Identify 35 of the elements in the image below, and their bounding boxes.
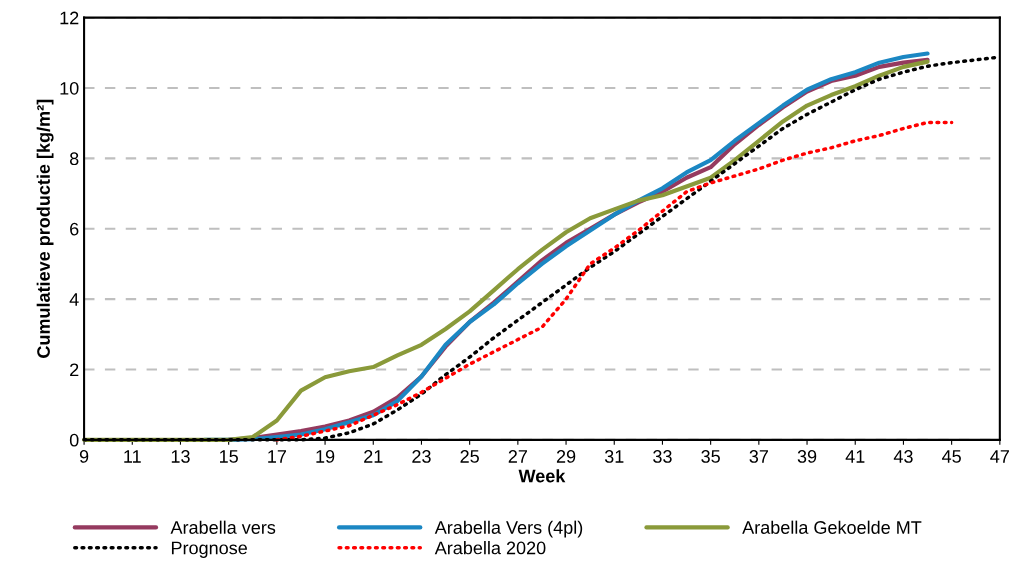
x-axis-title: Week (518, 469, 566, 483)
x-tick-label: 41 (845, 450, 865, 463)
y-tick-label: 6 (70, 222, 79, 236)
x-tick-label: 19 (316, 450, 335, 463)
x-tick-label: 35 (701, 450, 720, 463)
x-tick-label: 23 (412, 450, 431, 463)
x-tick-label: 11 (124, 450, 141, 463)
legend-label: Prognose (171, 541, 247, 558)
y-tick-label: 8 (69, 152, 79, 166)
legend-label: Arabella 2020 (434, 541, 546, 555)
x-tick-label: 9 (79, 450, 89, 463)
x-tick-label: 27 (508, 450, 527, 463)
x-tick-label: 17 (268, 450, 286, 463)
y-tick-label: 2 (70, 363, 79, 377)
y-axis-title: Cumulatieve productie [kg/m²] (36, 99, 54, 358)
x-tick-label: 21 (364, 450, 383, 463)
x-tick-label: 29 (556, 450, 576, 463)
x-tick-label: 13 (171, 450, 190, 463)
x-tick-label: 15 (220, 450, 238, 463)
x-tick-label: 47 (990, 450, 1009, 463)
x-tick-label: 25 (460, 450, 479, 463)
x-tick-label: 39 (797, 450, 817, 463)
x-tick-label: 43 (893, 450, 913, 463)
line-series (275, 120, 954, 442)
x-tick-label: 33 (653, 450, 672, 463)
x-tick-label: 37 (749, 450, 768, 463)
y-tick-label: 0 (69, 433, 79, 447)
y-tick-label: 4 (69, 293, 79, 306)
x-tick-label: 31 (604, 450, 624, 463)
y-tick-label: 12 (60, 11, 79, 25)
legend-label: Arabella Gekoelde MT (742, 520, 922, 534)
y-tick-label: 10 (60, 81, 79, 95)
x-tick-label: 45 (942, 450, 961, 463)
legend-label: Arabella vers (170, 520, 276, 534)
legend-label: Arabella Vers (4pl) (434, 520, 583, 538)
